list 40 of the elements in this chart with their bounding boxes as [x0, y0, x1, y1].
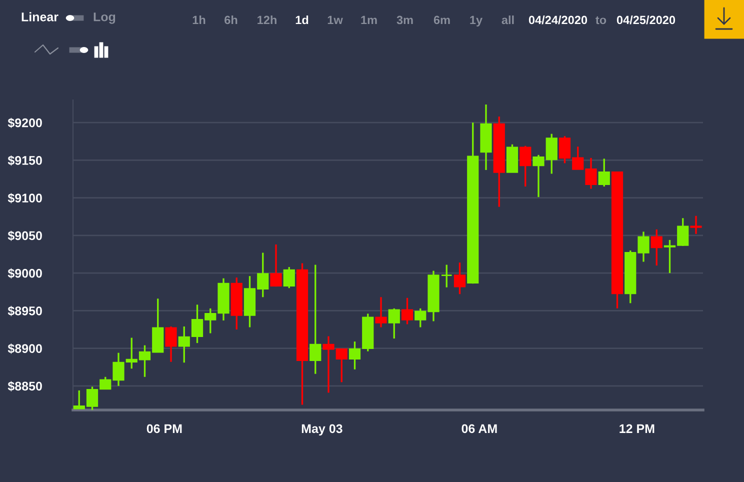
candlestick	[690, 215, 702, 235]
y-tick-label: $9150	[8, 155, 42, 166]
text: Linear	[22, 12, 58, 22]
x-tick-label: 06 PM	[146, 424, 182, 434]
text: all	[502, 16, 514, 24]
candlestick	[598, 158, 610, 188]
y-tick-label: $9100	[8, 193, 42, 204]
text: 04/24/2020	[528, 16, 588, 24]
candlestick	[310, 264, 322, 375]
y-tick-label: $9050	[8, 230, 42, 241]
candlestick	[270, 244, 282, 288]
text: 6h	[224, 16, 238, 24]
text: Log	[94, 12, 116, 24]
candlestick	[165, 326, 177, 363]
y-tick-label: $8950	[8, 306, 42, 316]
x-tick-label: 12 PM	[620, 424, 654, 433]
text: 6m	[434, 16, 450, 24]
y-tick-label: $8850	[8, 381, 42, 392]
text: 1m	[361, 16, 377, 24]
text: 3m	[396, 16, 413, 24]
text: 1y	[470, 16, 483, 26]
candlestick	[650, 228, 662, 266]
candlestick	[388, 308, 400, 340]
x-tick-label: May 03	[302, 424, 342, 436]
text: 04/25/2020	[616, 16, 676, 24]
text: 1w	[328, 16, 343, 24]
candlestick	[283, 266, 295, 289]
text: to	[596, 16, 606, 24]
y-tick-label: $9000	[8, 268, 42, 279]
candlestick	[375, 296, 387, 328]
candlestick	[401, 297, 414, 326]
text: 1d	[296, 16, 308, 24]
text: 12h	[258, 16, 276, 24]
x-tick-label: 06 AM	[462, 424, 497, 434]
y-tick-label: $8900	[8, 344, 42, 354]
y-tick-label: $9200	[8, 118, 42, 128]
text: 1h	[192, 16, 206, 24]
candlestick	[520, 145, 532, 188]
candlestick	[440, 264, 452, 288]
candlestick	[454, 262, 466, 295]
